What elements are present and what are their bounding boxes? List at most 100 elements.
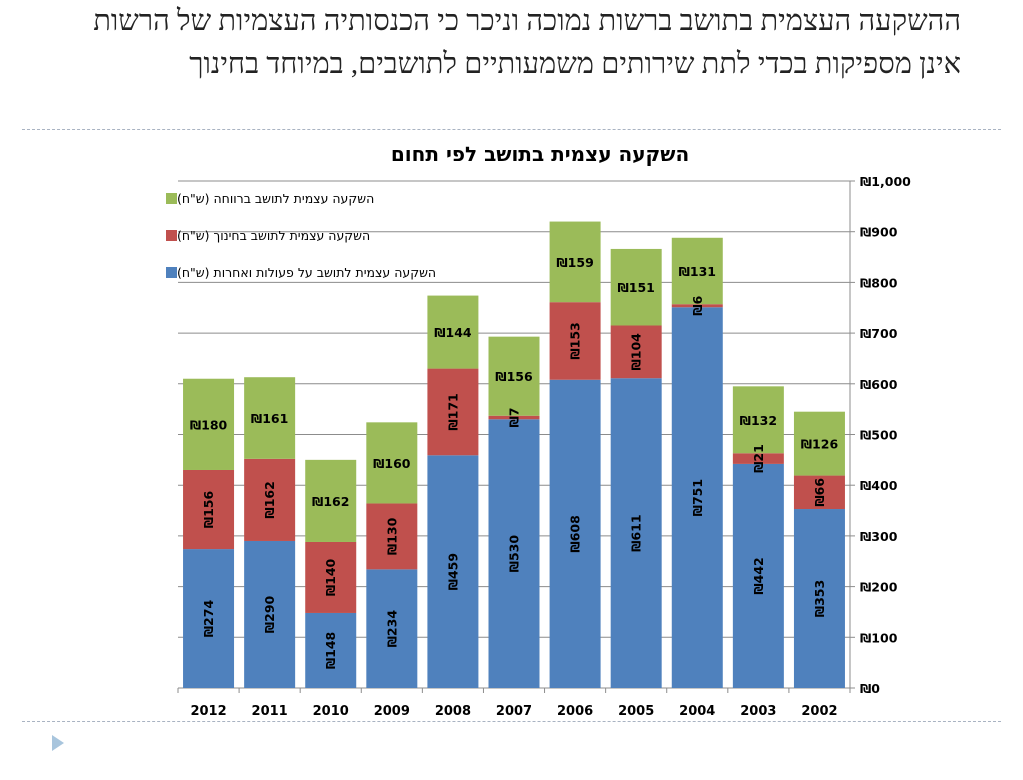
legend-label-education: השקעה עצמית לתושב בחינוך (ש"ח) [177, 227, 371, 243]
x-tick-label: 2003 [740, 704, 776, 719]
y-tick-label: ₪0 [860, 681, 880, 696]
bar-segment [549, 302, 601, 380]
data-label: ₪151 [617, 280, 654, 295]
legend-label-operations: השקעה עצמית לתושב על פעולות ואחרות (ש"ח) [177, 264, 437, 280]
bar-segment [549, 221, 601, 303]
bar-segment [610, 248, 662, 326]
bar-segment [366, 503, 418, 570]
bar-segment [732, 453, 784, 464]
legend-item-welfare: השקעה עצמית לתושב ברווחה (ש"ח) [160, 190, 500, 206]
slide-title: ההשקעה העצמית בתושב ברשות נמוכה וניכר כי… [93, 5, 961, 80]
chart-title: השקעה עצמית בתושב לפי תחום [390, 142, 690, 166]
data-label: ₪131 [679, 264, 716, 279]
bar-segment [793, 475, 845, 510]
bar-segment [488, 415, 540, 420]
y-tick-label: ₪900 [860, 225, 898, 240]
bar-segment [427, 455, 479, 688]
x-tick-label: 2005 [618, 704, 654, 719]
x-tick-label: 2006 [557, 704, 593, 719]
data-label: ₪290 [262, 595, 277, 633]
data-label: ₪132 [740, 413, 777, 428]
bar-segment [671, 237, 723, 305]
bar-segment [671, 307, 723, 688]
bar-segment [610, 325, 662, 379]
bar-segment [488, 336, 540, 416]
bar-segment [244, 377, 296, 459]
bar-segment [183, 469, 235, 550]
top-divider [22, 129, 1001, 130]
bar-segment [366, 422, 418, 504]
data-label: ₪180 [190, 417, 228, 432]
legend-item-education: השקעה עצמית לתושב בחינוך (ש"ח) [160, 227, 500, 243]
data-label: ₪459 [445, 553, 460, 590]
data-label: ₪156 [201, 491, 216, 529]
y-tick-label: ₪700 [860, 326, 898, 341]
data-label: ₪442 [751, 557, 766, 594]
data-label: ₪153 [568, 322, 583, 359]
data-label: ₪144 [434, 325, 472, 340]
y-tick-label: ₪100 [860, 630, 898, 645]
data-label: ₪148 [323, 632, 338, 669]
bar-segment [244, 540, 296, 688]
data-label: ₪7 [507, 408, 522, 428]
slide-bullet-arrow-icon [52, 735, 64, 751]
data-label: ₪530 [507, 535, 522, 573]
data-label: ₪274 [201, 600, 216, 638]
data-label: ₪171 [445, 393, 460, 430]
data-label: ₪156 [495, 369, 533, 384]
bar-segment [427, 295, 479, 369]
x-tick-label: 2012 [190, 704, 226, 719]
bar-segment [732, 463, 784, 688]
data-label: ₪159 [556, 255, 593, 270]
x-tick-label: 2010 [313, 704, 349, 719]
bar-segment [732, 386, 784, 454]
y-tick-label: ₪1,000 [860, 174, 911, 189]
chart-legend: השקעה עצמית לתושב ברווחה (ש"ח) השקעה עצמ… [160, 190, 500, 301]
x-tick-label: 2002 [801, 704, 837, 719]
bar-segment [183, 549, 235, 688]
bar-segment [793, 411, 845, 476]
y-tick-label: ₪600 [860, 377, 898, 392]
data-label: ₪160 [373, 456, 411, 471]
x-tick-label: 2008 [435, 704, 471, 719]
bar-segment [610, 378, 662, 688]
legend-swatch-operations [166, 266, 177, 278]
legend-label-welfare: השקעה עצמית לתושב ברווחה (ש"ח) [177, 190, 375, 206]
data-label: ₪611 [629, 514, 644, 551]
data-label: ₪162 [312, 494, 349, 509]
data-label: ₪751 [690, 479, 705, 516]
bar-segment [671, 304, 723, 308]
data-label: ₪66 [812, 478, 827, 507]
bar-segment [427, 368, 479, 456]
legend-swatch-welfare [166, 192, 177, 204]
legend-item-operations: השקעה עצמית לתושב על פעולות ואחרות (ש"ח) [160, 264, 500, 280]
bar-segment [305, 541, 357, 613]
bar-segment [183, 378, 235, 470]
y-tick-label: ₪300 [860, 529, 898, 544]
y-tick-label: ₪200 [860, 580, 898, 595]
data-label: ₪126 [801, 437, 839, 452]
y-tick-label: ₪800 [860, 275, 898, 290]
y-tick-label: ₪500 [860, 428, 898, 443]
bar-segment [305, 612, 357, 688]
data-label: ₪21 [751, 444, 766, 473]
data-label: ₪104 [629, 333, 644, 371]
x-tick-label: 2011 [252, 704, 288, 719]
data-label: ₪234 [384, 610, 399, 648]
data-label: ₪353 [812, 580, 827, 617]
legend-swatch-education [166, 229, 177, 241]
data-label: ₪161 [251, 411, 288, 426]
data-label: ₪608 [568, 515, 583, 552]
x-tick-label: 2004 [679, 704, 715, 719]
x-tick-label: 2007 [496, 704, 532, 719]
bar-segment [549, 379, 601, 688]
data-label: ₪162 [262, 481, 277, 518]
data-label: ₪130 [384, 517, 399, 555]
bar-segment [793, 509, 845, 688]
bar-segment [244, 458, 296, 541]
bar-segment [305, 459, 357, 542]
bottom-divider [22, 721, 1001, 722]
data-label: ₪140 [323, 558, 338, 596]
data-label: ₪6 [690, 295, 705, 315]
